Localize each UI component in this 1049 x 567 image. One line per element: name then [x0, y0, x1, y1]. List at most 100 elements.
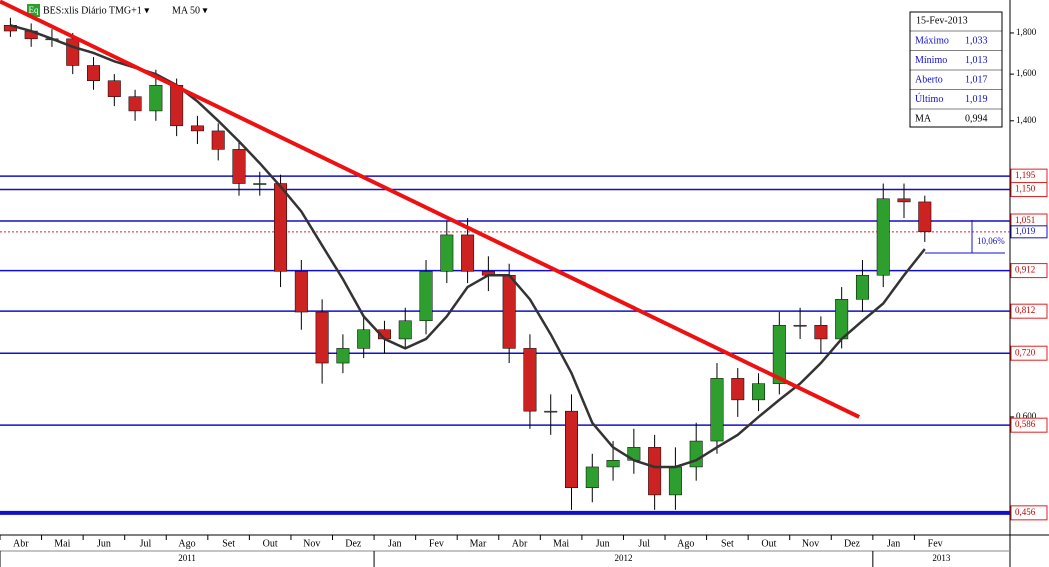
level-label: 1,051 — [1015, 215, 1035, 225]
x-tick-label: Ago — [677, 538, 694, 549]
candle — [315, 299, 329, 384]
info-date: 15-Fev-2013 — [916, 15, 968, 26]
candle-body — [772, 324, 786, 384]
level-label-box — [1010, 417, 1048, 433]
candle-body — [274, 183, 288, 272]
candle-body — [190, 125, 204, 132]
current-price-label: 1,019 — [1015, 226, 1036, 236]
info-value: 1,033 — [965, 35, 988, 46]
candle — [752, 373, 766, 412]
level-label: 0,912 — [1015, 265, 1035, 275]
info-box: 15-Fev-2013 Máximo 1,033 Mínimo 1,013 Aberto 1… — [909, 11, 1003, 128]
candle — [336, 334, 350, 374]
candle-body — [855, 274, 869, 300]
year-label: 2013 — [932, 553, 951, 563]
level-label: 0,720 — [1015, 347, 1036, 357]
trendline — [0, 0, 860, 419]
x-tick-label: Fev — [429, 538, 444, 549]
candle-body — [170, 84, 184, 127]
x-tick-label: Out — [263, 538, 278, 549]
eq-badge-text[interactable]: Eq — [29, 5, 39, 15]
moving-average — [10, 24, 926, 469]
x-tick-label: Abr — [512, 538, 528, 549]
candle-body — [668, 466, 682, 496]
candle — [440, 221, 454, 284]
info-value: 1,013 — [965, 55, 988, 66]
x-tick-label: Dez — [345, 538, 362, 549]
candle — [793, 307, 807, 339]
candle-body — [731, 378, 745, 401]
candle — [502, 263, 516, 364]
candle — [772, 312, 786, 395]
candle-body — [398, 320, 412, 340]
candle — [876, 183, 890, 288]
candle — [585, 453, 599, 503]
x-tick-label: Ago — [178, 538, 195, 549]
x-tick-label: Mai — [54, 538, 70, 549]
candle — [648, 434, 662, 510]
level-label-box — [1010, 303, 1048, 319]
candle-body — [606, 460, 620, 468]
level-label: 0,812 — [1015, 305, 1035, 315]
y-tick-label: 1,800 — [1016, 27, 1037, 37]
candle-body — [440, 234, 454, 272]
level-label-box — [1010, 505, 1048, 521]
candle-body — [128, 96, 142, 112]
info-value: 1,019 — [965, 94, 988, 105]
info-label: Aberto — [915, 74, 943, 85]
candle-body — [897, 198, 911, 203]
candle — [668, 447, 682, 510]
candle-body — [648, 447, 662, 496]
candle-body — [357, 329, 371, 349]
level-label-box — [1010, 345, 1048, 361]
level-label: 1,150 — [1015, 184, 1036, 194]
eq-badge[interactable] — [27, 4, 40, 17]
year-label: 2012 — [614, 553, 632, 563]
level-label-box — [1010, 182, 1048, 198]
candle-body — [752, 383, 766, 401]
candle — [128, 89, 142, 121]
candle-body — [689, 440, 703, 468]
candle-body — [544, 410, 558, 413]
level-label: 0,586 — [1015, 419, 1036, 429]
x-tick-label: Out — [761, 538, 776, 549]
info-label: Máximo — [915, 35, 949, 46]
candle-body — [835, 299, 849, 340]
candle-body — [66, 38, 80, 66]
plot: 10,06% — [0, 0, 1010, 515]
x-tick-label: Jan — [887, 538, 900, 549]
candle-body — [814, 324, 828, 340]
change-label: 10,06% — [977, 236, 1005, 246]
candle — [918, 195, 932, 242]
x-tick-label: Mar — [470, 538, 487, 549]
candle — [565, 394, 578, 510]
candle-body — [876, 198, 890, 276]
candle — [731, 368, 745, 417]
candle — [211, 123, 225, 161]
x-tick-label: Set — [222, 538, 235, 549]
y-tick-label: 0,600 — [1016, 411, 1037, 421]
symbol-header[interactable]: BES:xlis Diário TMG+1 ▾ — [43, 5, 149, 16]
candle — [87, 57, 101, 90]
candle — [107, 74, 121, 107]
candle-body — [336, 348, 350, 364]
candle — [855, 260, 869, 313]
y-tick-label: 1,600 — [1016, 68, 1037, 78]
candle-body — [565, 410, 578, 488]
x-tick-label: Set — [721, 538, 734, 549]
x-tick-label: Dez — [844, 538, 861, 549]
x-tick-label: Fev — [928, 538, 943, 549]
x-tick-label: Mai — [553, 538, 569, 549]
candle — [897, 183, 911, 219]
candle-body — [793, 324, 807, 327]
candle — [274, 174, 288, 288]
indicator-header[interactable]: MA 50 ▾ — [172, 5, 208, 16]
candle-body — [87, 65, 101, 81]
candle-body — [315, 311, 329, 364]
candle-body — [253, 183, 267, 185]
candle — [232, 141, 246, 196]
candle-body — [419, 271, 433, 322]
x-tick-label: Abr — [13, 538, 29, 549]
candle-body — [918, 201, 932, 233]
candle-body — [211, 130, 225, 150]
